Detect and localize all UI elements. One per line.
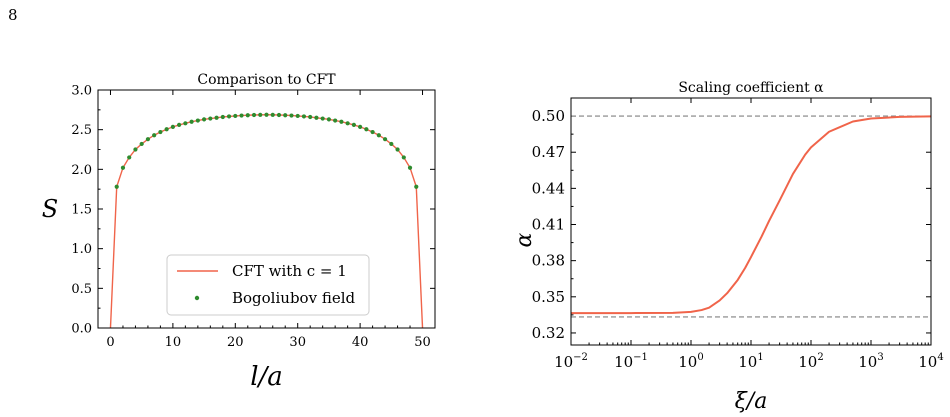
data-point-bogoliubov <box>145 137 151 142</box>
data-point-bogoliubov <box>183 121 188 126</box>
data-point-bogoliubov <box>333 118 338 123</box>
x-tick-label: 102 <box>798 352 823 371</box>
data-point-bogoliubov <box>233 113 238 119</box>
data-point-bogoliubov <box>326 117 332 122</box>
data-point-bogoliubov <box>127 155 132 160</box>
x-tick-label: 50 <box>414 335 431 350</box>
x-tick-label: 0 <box>106 335 114 350</box>
y-tick-label: 0.38 <box>532 252 565 270</box>
data-point-bogoliubov <box>295 113 300 119</box>
data-point-bogoliubov <box>158 129 163 135</box>
x-axis-label: l/a <box>250 362 283 392</box>
data-point-bogoliubov <box>339 119 344 124</box>
legend-label-bogoliubov: Bogoliubov field <box>232 289 355 307</box>
x-tick-label: 104 <box>918 352 943 371</box>
data-point-bogoliubov <box>195 118 200 123</box>
y-tick-label: 1.0 <box>71 242 92 257</box>
data-point-bogoliubov <box>214 115 219 120</box>
y-tick-label: 0.47 <box>532 143 565 161</box>
data-point-bogoliubov <box>376 133 381 138</box>
data-point-bogoliubov <box>314 115 319 120</box>
data-point-bogoliubov <box>208 116 213 121</box>
y-tick-label: 3.0 <box>71 84 92 99</box>
y-tick-label: 2.5 <box>71 123 92 138</box>
y-tick-label: 0.44 <box>532 179 565 197</box>
data-point-bogoliubov <box>395 147 400 152</box>
data-point-bogoliubov <box>170 124 175 129</box>
x-tick-label: 10 <box>165 335 182 350</box>
data-point-bogoliubov <box>220 114 225 120</box>
data-point-bogoliubov <box>407 165 413 170</box>
series-line-alpha <box>571 115 931 315</box>
y-tick-label: 0.5 <box>71 282 92 297</box>
right-chart: Scaling coefficient α 10−2 10−1 100 101 102 1… <box>512 80 944 414</box>
x-tick-label: 103 <box>858 352 883 371</box>
data-point-bogoliubov <box>270 112 275 117</box>
y-tick-label: 0.0 <box>71 322 92 337</box>
x-axis-label: ξ/a <box>735 389 768 414</box>
data-point-bogoliubov <box>201 117 207 122</box>
left-chart: Comparison to CFT 0 10 20 30 40 50 0.0 0.5 1.0 1.… <box>42 72 436 392</box>
data-point-bogoliubov <box>370 129 375 135</box>
data-point-bogoliubov <box>164 127 169 132</box>
data-point-bogoliubov <box>308 114 313 120</box>
x-tick-label: 10−2 <box>554 352 588 371</box>
x-tick-label: 101 <box>738 352 763 371</box>
data-point-bogoliubov <box>133 147 138 152</box>
legend-box <box>166 254 370 316</box>
data-point-bogoliubov <box>382 137 388 142</box>
data-point-bogoliubov <box>364 127 369 132</box>
data-point-bogoliubov <box>245 113 250 118</box>
legend: CFT with c = 1 Bogoliubov field <box>166 254 370 316</box>
data-point-bogoliubov <box>177 122 182 128</box>
legend-label-cft: CFT with c = 1 <box>232 262 347 280</box>
data-point-bogoliubov <box>351 122 356 128</box>
data-point-bogoliubov <box>389 141 394 147</box>
data-point-bogoliubov <box>239 113 244 118</box>
data-point-bogoliubov <box>358 124 363 129</box>
x-tick-label: 40 <box>352 335 369 350</box>
data-point-bogoliubov <box>320 116 325 121</box>
data-point-bogoliubov <box>301 114 307 119</box>
x-tick-label: 100 <box>678 352 703 371</box>
x-tick-label: 30 <box>289 335 306 350</box>
x-tick-label: 20 <box>227 335 244 350</box>
legend-marker-swatch <box>194 295 200 301</box>
page-number: 8 <box>8 6 18 24</box>
y-tick-label: 0.32 <box>532 324 565 342</box>
data-point-bogoliubov <box>283 113 288 118</box>
data-point-bogoliubov <box>139 141 144 147</box>
data-point-bogoliubov <box>189 119 194 124</box>
chart-title: Scaling coefficient α <box>678 80 824 96</box>
plot-frame <box>570 97 932 346</box>
y-axis-label: S <box>42 195 58 223</box>
y-tick-label: 0.35 <box>532 288 565 306</box>
data-point-bogoliubov <box>345 121 350 126</box>
y-tick-label: 2.0 <box>71 163 92 178</box>
y-axis-label: α <box>512 232 537 247</box>
data-point-bogoliubov <box>276 112 282 118</box>
data-point-bogoliubov <box>251 112 257 118</box>
data-point-bogoliubov <box>226 114 232 119</box>
data-point-bogoliubov <box>152 133 157 138</box>
data-point-bogoliubov <box>289 113 294 118</box>
chart-title: Comparison to CFT <box>197 72 336 88</box>
data-point-bogoliubov <box>401 155 406 160</box>
data-point-bogoliubov <box>120 165 126 170</box>
data-point-bogoliubov <box>258 112 263 117</box>
data-point-bogoliubov <box>264 112 269 117</box>
data-point-bogoliubov <box>114 184 119 189</box>
y-tick-label: 0.41 <box>532 216 565 234</box>
plot-frame <box>97 89 436 329</box>
x-tick-label: 10−1 <box>614 352 648 371</box>
y-tick-label: 0.50 <box>532 107 565 125</box>
data-point-bogoliubov <box>414 184 419 189</box>
y-tick-label: 1.5 <box>71 203 92 218</box>
